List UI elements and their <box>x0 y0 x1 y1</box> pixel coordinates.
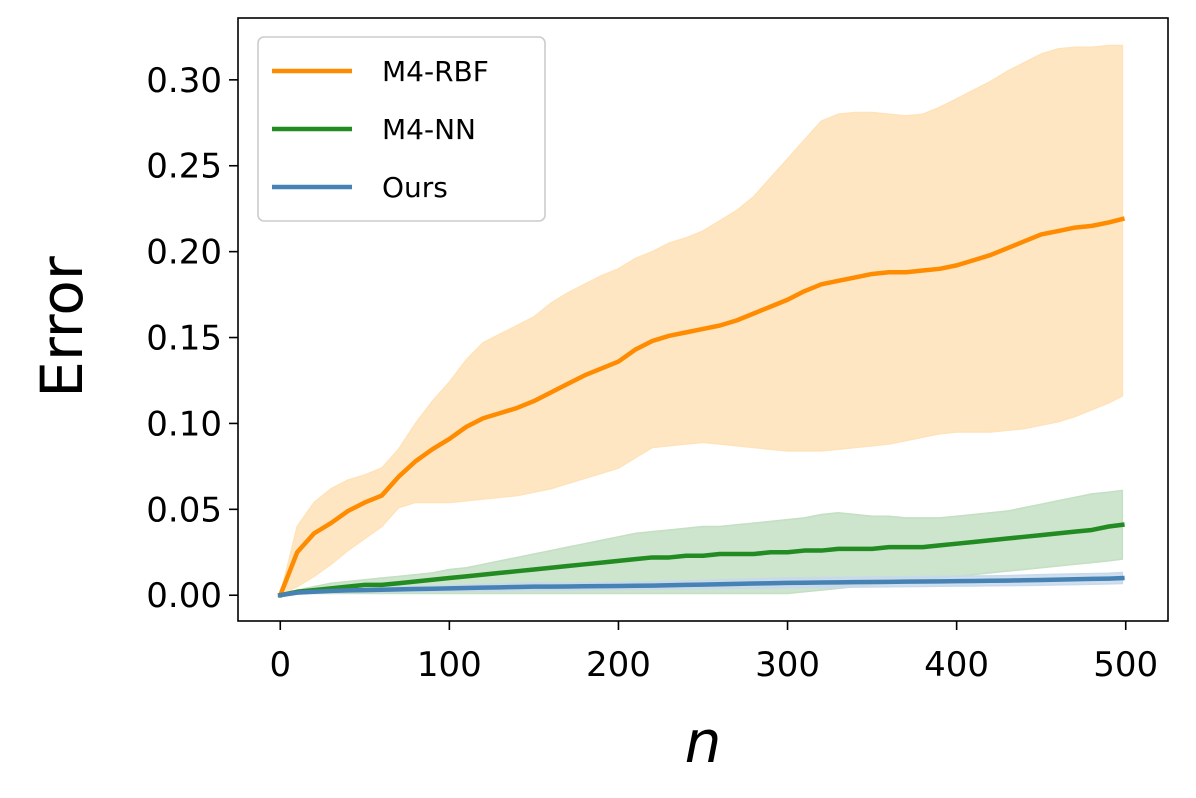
legend-box <box>257 36 546 222</box>
x-tick-label: 400 <box>924 645 989 685</box>
legend-items: M4-RBF M4-NN Ours <box>272 55 489 204</box>
plot-frame <box>237 17 1169 622</box>
legend-label-m4-rbf: M4-RBF <box>382 55 489 88</box>
x-tick-label: 100 <box>417 645 482 685</box>
y-tick-label: 0.20 <box>146 233 222 273</box>
y-tick-label: 0.15 <box>146 319 222 359</box>
x-axis-ticks: 0 100 200 300 400 500 <box>269 621 1158 685</box>
x-tick-label: 300 <box>755 645 820 685</box>
ours-line <box>277 575 1125 598</box>
y-tick-label: 0.30 <box>146 61 222 101</box>
x-tick-label: 0 <box>269 645 291 685</box>
series-lines <box>277 216 1126 599</box>
x-tick-label: 200 <box>586 645 651 685</box>
y-tick-label: 0.05 <box>146 490 222 530</box>
x-tick-label: 500 <box>1093 645 1158 685</box>
y-tick-label: 0.00 <box>146 576 222 616</box>
y-axis-ticks: 0.00 0.05 0.10 0.15 0.20 0.25 0.30 <box>146 61 238 616</box>
legend: M4-RBF M4-NN Ours <box>257 36 546 222</box>
legend-label-m4-nn: M4-NN <box>382 113 476 146</box>
y-tick-label: 0.25 <box>146 147 222 187</box>
m4-nn-line <box>277 522 1125 598</box>
m4-rbf-line <box>277 216 1126 599</box>
y-tick-label: 0.10 <box>146 404 222 444</box>
x-axis-title: n <box>685 708 722 776</box>
legend-label-ours: Ours <box>382 171 448 204</box>
y-axis-title: Error <box>28 256 96 398</box>
